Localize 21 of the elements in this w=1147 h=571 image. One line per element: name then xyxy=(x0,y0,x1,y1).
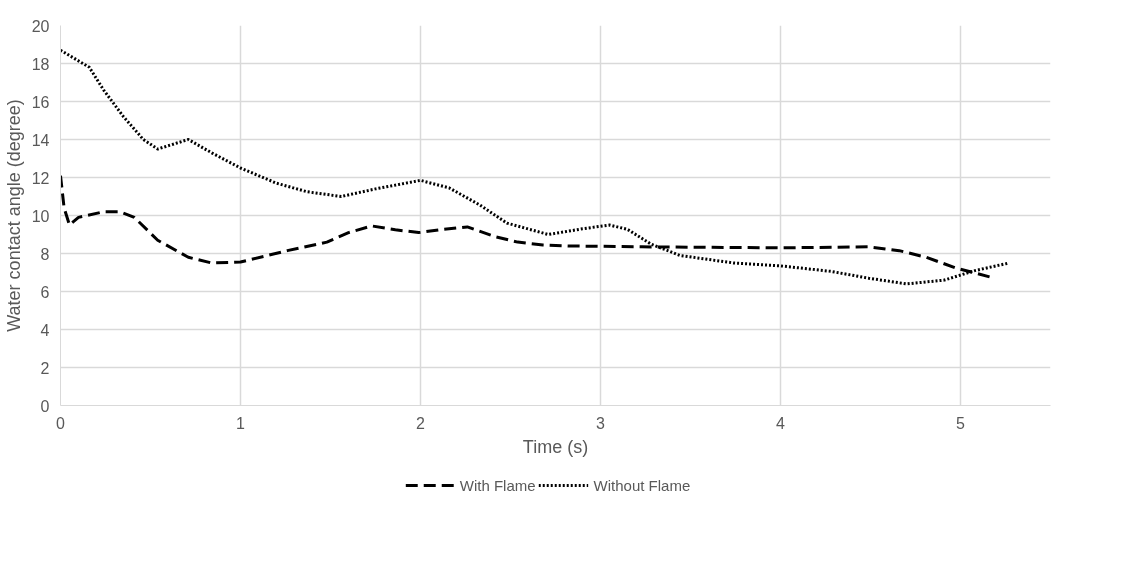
y-tick-label: 20 xyxy=(31,17,50,35)
legend-label: With Flame xyxy=(459,476,536,494)
y-tick-label: 8 xyxy=(40,245,50,263)
x-tick-label: 1 xyxy=(236,414,246,432)
y-axis-title: Water contact angle (degree) xyxy=(3,99,24,332)
y-tick-label: 16 xyxy=(31,93,50,111)
y-tick-label: 12 xyxy=(31,169,50,187)
x-tick-label: 0 xyxy=(56,414,66,432)
x-tick-label: 3 xyxy=(596,414,606,432)
y-tick-label: 14 xyxy=(31,131,50,149)
x-axis-title: Time (s) xyxy=(522,436,589,457)
x-tick-label: 2 xyxy=(416,414,426,432)
y-tick-label: 6 xyxy=(40,283,50,301)
y-tick-label: 2 xyxy=(40,359,50,377)
x-tick-label: 4 xyxy=(776,414,786,432)
y-tick-label: 4 xyxy=(40,321,50,339)
y-tick-label: 0 xyxy=(40,397,50,415)
x-tick-label: 5 xyxy=(956,414,966,432)
y-tick-label: 18 xyxy=(31,55,50,73)
legend-label: Without Flame xyxy=(593,476,691,494)
y-tick-label: 10 xyxy=(31,207,50,225)
